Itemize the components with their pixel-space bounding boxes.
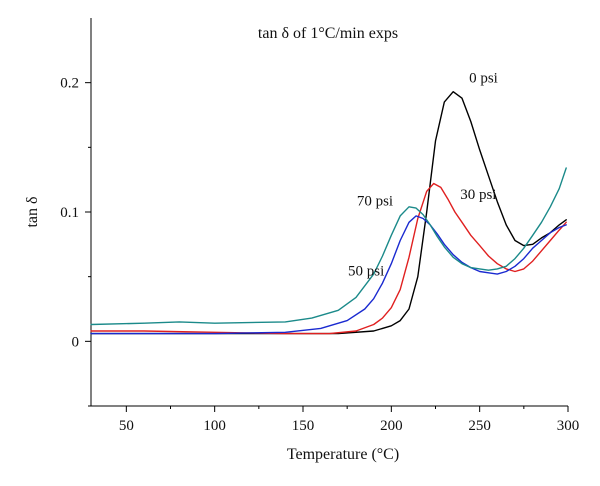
x-tick-label: 150: [292, 418, 315, 434]
x-axis-title: Temperature (°C): [287, 446, 399, 463]
series-line-70-psi: [90, 167, 567, 326]
series-label: 70 psi: [357, 194, 393, 210]
chart-title: tan δ of 1°C/min exps: [258, 25, 398, 42]
x-ticks: 50 100 150 200 250 300: [119, 406, 579, 434]
x-tick-label: 250: [468, 418, 491, 434]
series-line-50-psi: [90, 215, 567, 335]
x-tick-label: 300: [557, 418, 580, 434]
series-label: 30 psi: [460, 187, 496, 203]
y-tick-label: 0.1: [60, 205, 79, 221]
series-label: 0 psi: [469, 71, 498, 87]
y-tick-label: 0: [72, 334, 80, 350]
x-tick-label: 50: [119, 418, 134, 434]
y-ticks: 0 0.1 0.2: [60, 76, 91, 407]
y-tick-label: 0.2: [60, 76, 79, 92]
y-axis-title: tan δ: [24, 196, 41, 227]
series-group: [90, 91, 567, 335]
series-line-0-psi: [90, 91, 567, 335]
x-tick-label: 200: [380, 418, 403, 434]
x-tick-label: 100: [203, 418, 226, 434]
series-labels: 0 psi 30 psi 50 psi 70 psi: [348, 71, 498, 280]
series-line-30-psi: [90, 182, 567, 335]
series-label: 50 psi: [348, 263, 384, 279]
